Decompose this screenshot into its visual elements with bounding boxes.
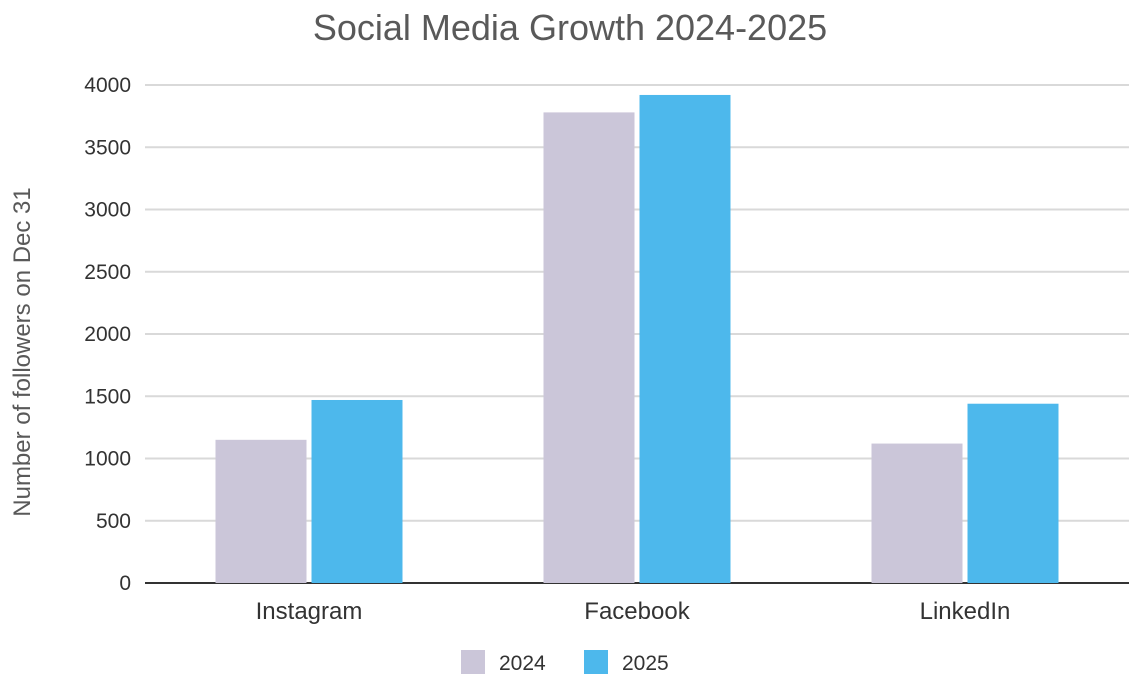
bar-linkedin-2024	[871, 443, 963, 583]
y-tick-label: 1000	[84, 448, 131, 471]
y-tick-label: 4000	[84, 74, 131, 97]
gridlines	[145, 84, 1129, 584]
x-axis-categories: Instagram Facebook LinkedIn	[256, 598, 1011, 625]
x-category-label: Facebook	[584, 598, 690, 625]
legend-swatch-2025	[584, 650, 608, 674]
bar-instagram-2025	[311, 399, 403, 583]
x-category-label: Instagram	[256, 598, 363, 625]
legend-label: 2025	[622, 652, 669, 675]
y-axis-label: Number of followers on Dec 31	[9, 187, 36, 516]
legend: 2024 2025	[461, 650, 669, 675]
y-tick-label: 0	[119, 572, 131, 595]
legend-swatch-2024	[461, 650, 485, 674]
y-tick-label: 2000	[84, 323, 131, 346]
bar-facebook-2024	[543, 112, 635, 583]
y-tick-label: 2500	[84, 261, 131, 284]
bar-instagram-2024	[215, 439, 307, 583]
legend-label: 2024	[499, 652, 546, 675]
y-tick-label: 500	[96, 510, 131, 533]
chart-title: Social Media Growth 2024-2025	[313, 7, 827, 48]
y-axis-ticks: 0 500 1000 1500 2000 2500 3000 3500 4000	[84, 74, 131, 595]
x-category-label: LinkedIn	[920, 598, 1011, 625]
bar-linkedin-2025	[967, 403, 1059, 583]
y-tick-label: 3000	[84, 199, 131, 222]
y-tick-label: 1500	[84, 385, 131, 408]
bars	[215, 94, 1059, 584]
y-tick-label: 3500	[84, 136, 131, 159]
bar-facebook-2025	[639, 94, 731, 584]
